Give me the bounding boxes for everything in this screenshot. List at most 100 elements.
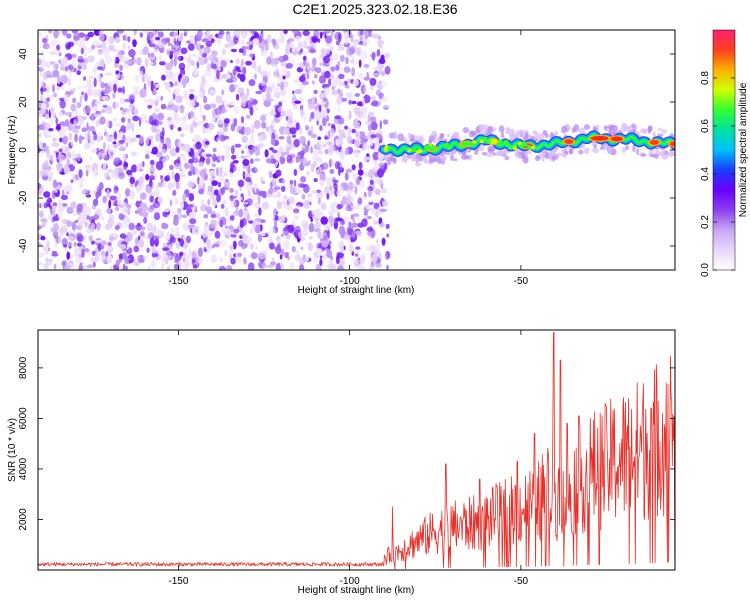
heatmap-noise-speckle bbox=[283, 195, 288, 200]
heatmap-noise-speckle bbox=[128, 104, 135, 114]
heatmap-noise-speckle bbox=[232, 160, 239, 164]
heatmap-noise-speckle bbox=[90, 148, 98, 153]
heatmap-signal-trace bbox=[379, 122, 675, 167]
heatmap-noise-speckle bbox=[173, 57, 177, 67]
heatmap-noise-speckle bbox=[172, 110, 178, 119]
heatmap-noise-speckle bbox=[154, 206, 161, 213]
heatmap-noise-speckle bbox=[100, 81, 106, 89]
heatmap-noise-speckle bbox=[179, 251, 184, 256]
heatmap-noise-speckle bbox=[132, 228, 138, 234]
heatmap-panel: -150 -100 -50 -40 -20 0 20 40 Height of straigh… bbox=[7, 29, 676, 296]
heatmap-noise-speckle bbox=[209, 103, 217, 109]
heatmap-trace-halo bbox=[621, 122, 628, 128]
heatmap-noise-speckle bbox=[76, 153, 81, 162]
heatmap-noise-speckle bbox=[57, 199, 63, 209]
heatmap-noise-speckle bbox=[280, 151, 285, 158]
colorbar-tick-label: 0.2 bbox=[700, 215, 711, 229]
heatmap-noise-speckle bbox=[260, 219, 266, 223]
heatmap-noise-speckle bbox=[203, 214, 209, 219]
snr-x-axis-label: Height of straight line (km) bbox=[298, 585, 415, 596]
heatmap-noise-speckle bbox=[72, 159, 76, 167]
heatmap-noise-speckle bbox=[214, 107, 222, 116]
heatmap-noise-speckle bbox=[293, 168, 298, 177]
heatmap-noise-speckle bbox=[188, 170, 193, 176]
heatmap-noise-speckle bbox=[219, 239, 228, 247]
heatmap-noise-speckle bbox=[285, 234, 291, 240]
heatmap-noise-speckle bbox=[368, 201, 375, 205]
heatmap-noise-speckle bbox=[340, 148, 343, 155]
heatmap-noise-speckle bbox=[358, 161, 362, 170]
heatmap-noise-speckle bbox=[247, 262, 255, 270]
heatmap-noise-speckle bbox=[89, 155, 93, 161]
heatmap-noise-speckle bbox=[305, 170, 311, 176]
heatmap-noise-speckle bbox=[236, 125, 243, 134]
heatmap-noise-speckle bbox=[167, 89, 172, 93]
heatmap-noise-speckle bbox=[319, 179, 325, 187]
heatmap-noise-speckle bbox=[227, 145, 231, 153]
heatmap-noise-speckle bbox=[92, 106, 97, 113]
heatmap-noise-speckle bbox=[266, 56, 272, 65]
heatmap-noise-speckle bbox=[380, 222, 385, 228]
heatmap-noise-speckle bbox=[117, 192, 122, 200]
heatmap-noise-speckle bbox=[191, 226, 197, 235]
heatmap-noise-speckle bbox=[281, 214, 286, 222]
heatmap-noise-speckle bbox=[269, 51, 273, 60]
heatmap-noise-speckle bbox=[366, 245, 373, 252]
heatmap-noise-speckle bbox=[140, 113, 147, 123]
heatmap-noise-speckle bbox=[218, 30, 225, 35]
heatmap-noise-speckle bbox=[231, 154, 237, 160]
heatmap-noise-speckle bbox=[244, 126, 252, 136]
heatmap-noise-speckle bbox=[278, 55, 286, 63]
heatmap-trace-blob bbox=[412, 148, 417, 153]
heatmap-noise-speckle bbox=[285, 204, 293, 211]
heatmap-noise-speckle bbox=[340, 43, 345, 51]
heatmap-trace-halo bbox=[636, 148, 640, 156]
heatmap-x-tick-label: -100 bbox=[340, 276, 360, 287]
heatmap-trace-halo bbox=[629, 129, 636, 134]
heatmap-noise-speckle bbox=[222, 199, 227, 205]
heatmap-noise-speckle bbox=[287, 115, 293, 124]
heatmap-noise-speckle bbox=[177, 237, 181, 242]
heatmap-noise-speckle bbox=[327, 229, 330, 239]
heatmap-noise-speckle bbox=[84, 132, 91, 140]
heatmap-noise-speckle bbox=[161, 223, 169, 230]
heatmap-noise-speckle bbox=[230, 257, 236, 265]
heatmap-noise-speckle bbox=[57, 212, 63, 219]
heatmap-noise-speckle bbox=[60, 225, 68, 234]
heatmap-noise-speckle bbox=[38, 133, 42, 138]
heatmap-noise-speckle bbox=[253, 106, 259, 111]
heatmap-noise-speckle bbox=[108, 44, 116, 52]
heatmap-noise-speckle bbox=[246, 87, 250, 98]
heatmap-noise-speckle bbox=[185, 235, 191, 244]
heatmap-noise-speckle bbox=[74, 133, 78, 143]
heatmap-noise-speckle bbox=[333, 52, 339, 61]
heatmap-noise-speckle bbox=[357, 47, 361, 56]
heatmap-noise-speckle bbox=[269, 109, 277, 117]
colorbar-tick-label: 0.4 bbox=[700, 167, 711, 181]
heatmap-noise-speckle bbox=[297, 151, 300, 157]
heatmap-noise-speckle bbox=[326, 192, 330, 200]
heatmap-noise-speckle bbox=[254, 158, 261, 162]
heatmap-noise-speckle bbox=[317, 166, 323, 176]
snr-y-tick-label: 4000 bbox=[18, 457, 29, 480]
heatmap-noise-speckle bbox=[332, 30, 335, 33]
heatmap-noise-speckle bbox=[46, 170, 54, 178]
heatmap-noise-speckle bbox=[129, 176, 135, 184]
heatmap-noise-speckle bbox=[40, 235, 46, 241]
heatmap-noise-speckle bbox=[193, 65, 199, 76]
heatmap-noise-speckle bbox=[197, 56, 201, 63]
heatmap-noise-speckle bbox=[319, 233, 324, 239]
heatmap-noise-speckle bbox=[182, 193, 187, 202]
heatmap-noise-speckle bbox=[169, 199, 173, 207]
heatmap-trace-halo bbox=[451, 132, 459, 140]
heatmap-noise-speckle bbox=[147, 104, 153, 109]
heatmap-noise-speckle bbox=[172, 189, 177, 196]
heatmap-noise-speckle bbox=[194, 37, 197, 46]
heatmap-noise-speckle bbox=[112, 117, 118, 122]
heatmap-noise-speckle bbox=[317, 136, 322, 140]
heatmap-noise-speckle bbox=[304, 125, 310, 131]
heatmap-noise-speckle bbox=[169, 236, 177, 244]
heatmap-noise-speckle bbox=[147, 265, 151, 270]
heatmap-noise-speckle bbox=[358, 72, 363, 80]
heatmap-noise-speckle bbox=[197, 247, 203, 257]
